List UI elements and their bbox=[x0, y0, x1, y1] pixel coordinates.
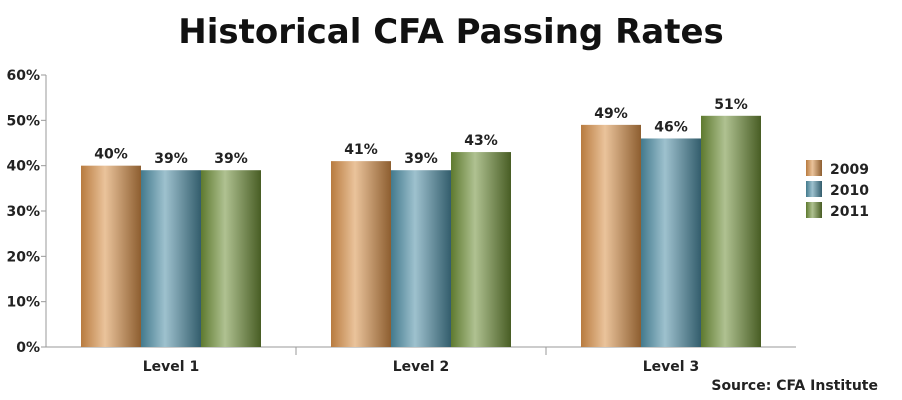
data-label: 51% bbox=[714, 97, 748, 113]
y-tick-label: 50% bbox=[6, 113, 40, 129]
legend-label: 2011 bbox=[830, 204, 869, 220]
data-label: 40% bbox=[94, 147, 128, 163]
source-note: Source: CFA Institute bbox=[711, 378, 878, 394]
bar-2011-level-3 bbox=[701, 115, 761, 347]
bar-2011-level-1 bbox=[201, 170, 261, 347]
data-label: 41% bbox=[344, 142, 378, 158]
legend-label: 2009 bbox=[830, 162, 869, 178]
bar-2009-level-3 bbox=[581, 124, 641, 347]
bar-2009-level-1 bbox=[81, 165, 141, 347]
y-tick-label: 30% bbox=[6, 204, 40, 220]
bar-2010-level-2 bbox=[391, 170, 451, 347]
bar-2011-level-2 bbox=[451, 152, 511, 347]
data-label: 39% bbox=[154, 151, 188, 167]
x-tick-label: Level 1 bbox=[143, 359, 199, 375]
x-tick-label: Level 2 bbox=[393, 359, 449, 375]
x-tick-label: Level 3 bbox=[643, 359, 699, 375]
legend-label: 2010 bbox=[830, 183, 869, 199]
bar-2009-level-2 bbox=[331, 161, 391, 347]
data-label: 49% bbox=[594, 106, 628, 122]
legend-swatch bbox=[806, 160, 822, 176]
legend-swatch bbox=[806, 202, 822, 218]
y-tick-label: 20% bbox=[6, 249, 40, 265]
data-label: 43% bbox=[464, 133, 498, 149]
chart-title: Historical CFA Passing Rates bbox=[178, 12, 724, 52]
bar-2010-level-1 bbox=[141, 170, 201, 347]
legend-swatch bbox=[806, 181, 822, 197]
data-label: 39% bbox=[214, 151, 248, 167]
y-tick-label: 60% bbox=[6, 68, 40, 84]
y-tick-label: 0% bbox=[16, 340, 40, 356]
data-label: 39% bbox=[404, 151, 438, 167]
data-label: 46% bbox=[654, 119, 688, 135]
bar-2010-level-3 bbox=[641, 138, 701, 347]
y-tick-label: 10% bbox=[6, 295, 40, 311]
y-tick-label: 40% bbox=[6, 159, 40, 175]
